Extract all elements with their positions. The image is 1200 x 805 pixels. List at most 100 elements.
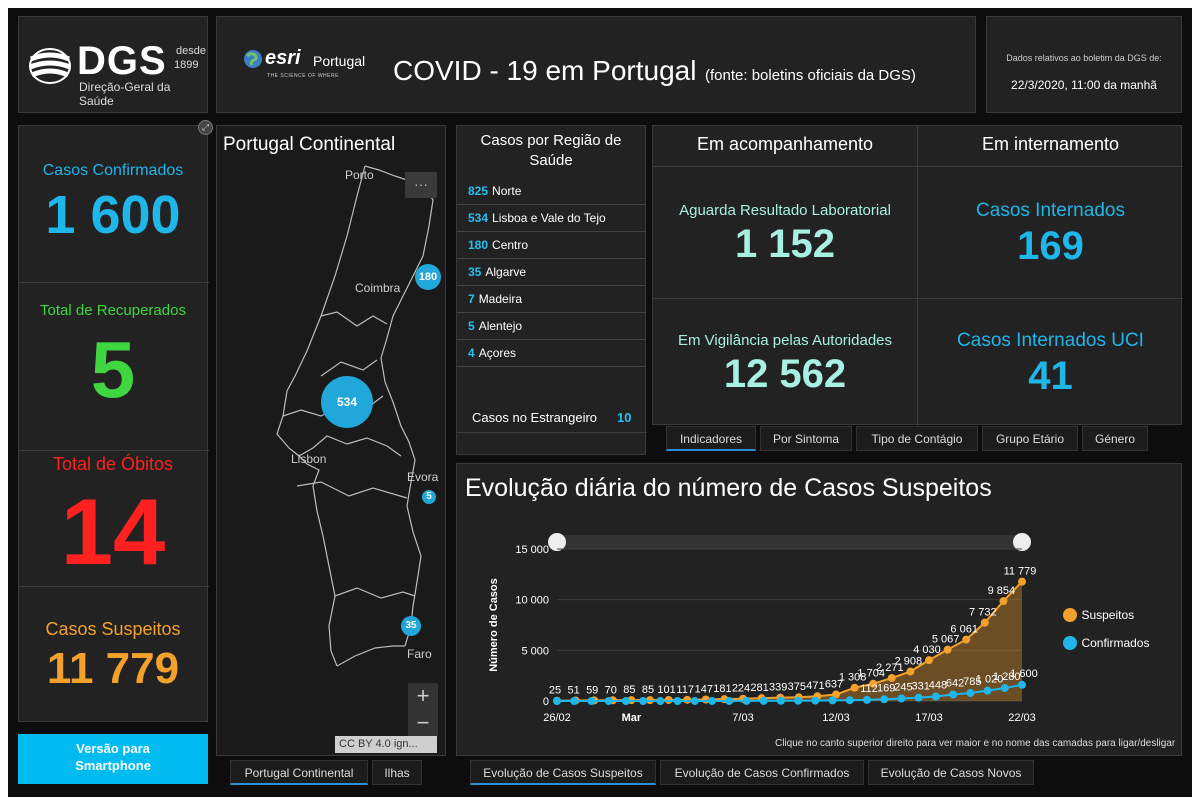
chart-note: Clique no canto superior direito para ve… <box>775 738 1176 749</box>
data-point-confirmados[interactable] <box>880 695 889 704</box>
tab-por-sintoma[interactable]: Por Sintoma <box>760 426 852 451</box>
data-label-suspeitos: 147 <box>695 684 713 696</box>
data-label-confirmados: 448 <box>929 679 947 691</box>
map-panel[interactable]: Portugal Continental Porto Coimbra Lisbo… <box>216 125 446 756</box>
data-point-confirmados[interactable] <box>811 696 820 705</box>
tab-grupo-etario[interactable]: Grupo Etário <box>982 426 1078 451</box>
data-point-suspeitos[interactable] <box>832 690 840 699</box>
dgs-since-year: 1899 <box>174 59 199 71</box>
y-tick-label: 10 000 <box>515 595 549 607</box>
data-point-confirmados[interactable] <box>983 686 992 695</box>
data-point-confirmados[interactable] <box>863 695 871 704</box>
region-row[interactable]: 4 Açores <box>457 340 645 367</box>
data-point-suspeitos[interactable] <box>925 656 933 665</box>
map-bubble-coimbra[interactable]: 180 <box>415 264 441 290</box>
data-point-suspeitos[interactable] <box>664 695 673 704</box>
data-label-suspeitos: 117 <box>676 684 694 696</box>
data-point-confirmados[interactable] <box>604 697 613 705</box>
lab-label: Aguarda Resultado Laboratorial <box>679 202 891 219</box>
data-label-suspeitos: 1 704 <box>857 668 885 680</box>
data-point-confirmados[interactable] <box>708 696 716 705</box>
zoom-out-button[interactable]: − <box>408 710 438 737</box>
range-slider-handle-start[interactable] <box>548 533 566 551</box>
regions-panel: Casos por Região de Saúde 825 Norte 534 Li… <box>456 125 647 455</box>
data-point-confirmados[interactable] <box>656 697 665 705</box>
data-point-confirmados[interactable] <box>794 696 803 705</box>
data-label-suspeitos: 6 061 <box>950 624 978 636</box>
data-point-suspeitos[interactable] <box>1018 577 1026 586</box>
legend-item-suspeitos[interactable]: Suspeitos <box>1063 606 1134 624</box>
tab-evolucao-novos[interactable]: Evolução de Casos Novos <box>868 760 1034 785</box>
range-slider-handle-end[interactable] <box>1013 533 1031 551</box>
legend-item-confirmados[interactable]: Confirmados <box>1063 634 1149 652</box>
tab-tipo-contagio[interactable]: Tipo de Contágio <box>856 426 978 451</box>
data-point-confirmados[interactable] <box>776 696 785 705</box>
data-point-confirmados[interactable] <box>828 696 837 705</box>
region-row[interactable]: 180 Centro <box>457 232 645 259</box>
map-bubble-faro[interactable]: 35 <box>401 616 421 636</box>
series-line-confirmados[interactable] <box>557 683 1023 702</box>
bulletin-note: Dados relativos ao boletim da DGS de: <box>1006 53 1162 63</box>
data-point-suspeitos[interactable] <box>683 695 692 704</box>
data-point-confirmados[interactable] <box>570 697 579 705</box>
data-point-suspeitos[interactable] <box>999 597 1008 606</box>
data-point-confirmados[interactable] <box>553 697 561 705</box>
tab-ilhas[interactable]: Ilhas <box>372 760 422 785</box>
data-point-confirmados[interactable] <box>621 697 630 705</box>
data-point-confirmados[interactable] <box>742 696 751 705</box>
region-row[interactable]: 825 Norte <box>457 178 645 205</box>
data-point-suspeitos[interactable] <box>943 645 952 654</box>
map-menu-button[interactable]: ··· <box>405 172 437 198</box>
data-point-confirmados[interactable] <box>914 693 923 702</box>
data-point-suspeitos[interactable] <box>962 635 971 644</box>
data-point-confirmados[interactable] <box>966 689 975 698</box>
data-point-confirmados[interactable] <box>725 696 734 705</box>
tab-evolucao-confirmados[interactable]: Evolução de Casos Confirmados <box>660 760 864 785</box>
data-point-confirmados[interactable] <box>639 697 648 705</box>
data-point-confirmados[interactable] <box>949 690 958 699</box>
data-label-suspeitos: 51 <box>567 684 579 696</box>
data-point-suspeitos[interactable] <box>869 679 878 688</box>
data-point-confirmados[interactable] <box>1018 680 1026 689</box>
data-point-confirmados[interactable] <box>690 696 699 705</box>
suspect-cases-chart[interactable]: 0 5 000 10 000 15 000 26/02 Mar 7/03 12/03 17/03… <box>457 516 1183 746</box>
region-row[interactable]: 7 Madeira <box>457 286 645 313</box>
dgs-subtitle: Direção-Geral da Saúde <box>79 80 171 108</box>
data-point-confirmados[interactable] <box>673 697 682 705</box>
x-tick-label: 12/03 <box>822 712 850 724</box>
map-bubble-lisbon[interactable]: 534 <box>321 376 373 428</box>
region-row[interactable]: 35 Algarve <box>457 259 645 286</box>
data-point-suspeitos[interactable] <box>850 683 859 692</box>
expand-icon[interactable]: ⤢ <box>198 120 213 135</box>
admitted-label: Casos Internados <box>976 200 1125 221</box>
data-point-suspeitos[interactable] <box>906 667 915 676</box>
data-point-confirmados[interactable] <box>587 697 596 705</box>
data-point-suspeitos[interactable] <box>887 673 896 682</box>
tab-portugal-continental[interactable]: Portugal Continental <box>230 760 368 785</box>
y-tick-label: 0 <box>543 696 549 708</box>
data-label-suspeitos: 339 <box>769 682 787 694</box>
zoom-in-button[interactable]: + <box>408 683 438 710</box>
tab-genero[interactable]: Género <box>1082 426 1148 451</box>
map-bubble-evora[interactable]: 5 <box>422 490 436 504</box>
dgs-logo-icon <box>29 48 71 84</box>
data-point-confirmados[interactable] <box>897 694 906 703</box>
page-title: COVID - 19 em Portugal <box>393 55 697 86</box>
data-point-confirmados[interactable] <box>845 696 854 705</box>
tab-indicadores[interactable]: Indicadores <box>666 426 756 451</box>
map-attribution[interactable]: CC BY 4.0 ign... <box>335 736 437 753</box>
region-row[interactable]: 534 Lisboa e Vale do Tejo <box>457 205 645 232</box>
tab-evolucao-suspeitos[interactable]: Evolução de Casos Suspeitos <box>470 760 656 785</box>
lab-value: 1 152 <box>734 222 836 266</box>
smartphone-version-button[interactable]: Versão para Smartphone <box>18 734 208 784</box>
range-slider-track[interactable] <box>557 535 1022 549</box>
divider <box>653 298 1183 299</box>
data-point-confirmados[interactable] <box>931 692 940 701</box>
city-label-faro: Faro <box>407 647 432 661</box>
data-point-suspeitos[interactable] <box>980 618 989 627</box>
data-point-confirmados[interactable] <box>1000 684 1009 693</box>
data-label-suspeitos: 181 <box>713 683 731 695</box>
data-label-suspeitos: 101 <box>657 684 675 696</box>
data-point-confirmados[interactable] <box>759 696 768 705</box>
region-row[interactable]: 5 Alentejo <box>457 313 645 340</box>
